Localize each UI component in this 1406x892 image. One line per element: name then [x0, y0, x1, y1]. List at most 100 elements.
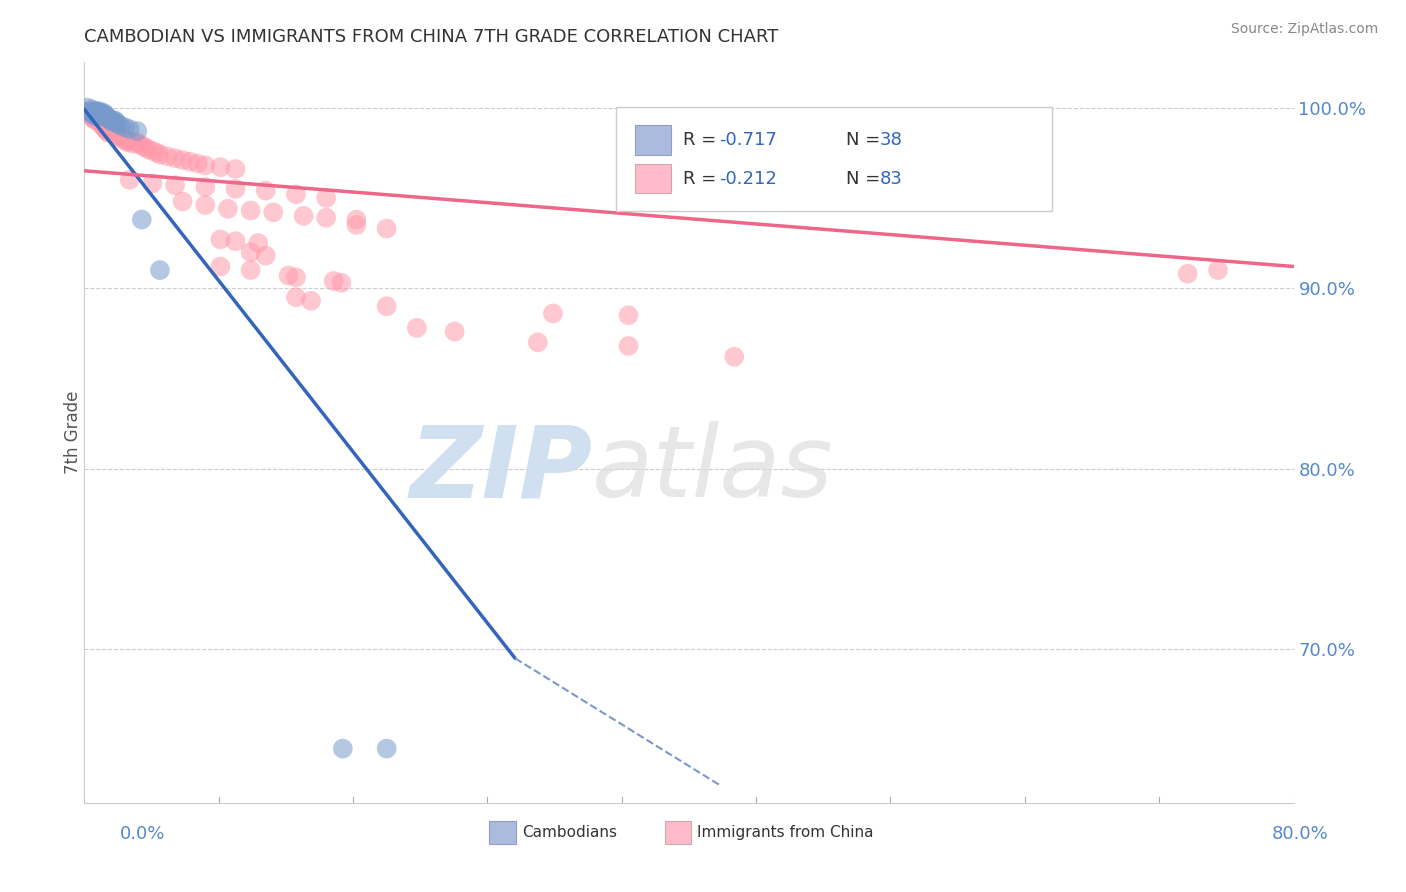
Point [194, 198, 217, 212]
Point [82, 112, 104, 126]
Point [149, 147, 172, 161]
Point [86, 104, 108, 119]
Point [541, 306, 564, 320]
Point [97, 112, 120, 126]
Point [209, 260, 232, 274]
Point [111, 131, 134, 145]
Bar [634, 164, 671, 194]
Point [217, 202, 239, 216]
Point [89, 115, 111, 129]
Bar [665, 822, 692, 844]
Point [125, 135, 148, 149]
Point [93, 120, 115, 135]
Point [104, 128, 127, 142]
Point [84, 106, 107, 120]
Point [285, 290, 308, 304]
Point [209, 160, 232, 174]
Point [89, 108, 111, 122]
Point [101, 115, 124, 129]
Text: ZIP: ZIP [409, 421, 592, 518]
Point [86, 110, 108, 124]
Point [82, 106, 104, 120]
Text: N =: N = [846, 169, 886, 187]
Point [262, 205, 284, 219]
Point [375, 741, 398, 756]
Point [98, 122, 121, 136]
Point [617, 339, 640, 353]
Point [315, 211, 337, 225]
Point [82, 108, 104, 122]
Point [254, 249, 277, 263]
Point [76, 106, 98, 120]
Point [114, 120, 136, 135]
Point [91, 108, 114, 122]
Point [110, 129, 132, 144]
Point [254, 184, 277, 198]
Point [1177, 267, 1199, 281]
Point [107, 117, 129, 131]
Point [239, 245, 262, 260]
Text: 0.0%: 0.0% [120, 825, 165, 843]
Point [156, 149, 179, 163]
Point [79, 106, 101, 120]
Text: Source: ZipAtlas.com: Source: ZipAtlas.com [1230, 22, 1378, 37]
Point [86, 106, 108, 120]
Text: N =: N = [846, 131, 886, 149]
Point [527, 335, 550, 350]
Point [443, 325, 465, 339]
Point [375, 221, 398, 235]
Point [346, 218, 368, 232]
Point [194, 158, 217, 172]
Text: 38: 38 [880, 131, 903, 149]
Point [87, 106, 110, 120]
Point [79, 108, 101, 122]
Point [97, 126, 120, 140]
Point [1206, 263, 1229, 277]
Point [101, 126, 124, 140]
Point [247, 235, 270, 250]
Point [165, 151, 187, 165]
Point [100, 113, 122, 128]
Point [84, 104, 107, 119]
Point [121, 136, 143, 151]
Text: atlas: atlas [592, 421, 834, 518]
Text: CAMBODIAN VS IMMIGRANTS FROM CHINA 7TH GRADE CORRELATION CHART: CAMBODIAN VS IMMIGRANTS FROM CHINA 7TH G… [84, 28, 779, 45]
Point [114, 133, 136, 147]
Point [225, 234, 247, 248]
Point [149, 263, 172, 277]
Point [225, 182, 247, 196]
Point [98, 113, 121, 128]
Y-axis label: 7th Grade: 7th Grade [65, 391, 82, 475]
Point [332, 741, 354, 756]
Point [110, 119, 132, 133]
Point [194, 180, 217, 194]
Point [93, 106, 115, 120]
Point [115, 135, 138, 149]
Text: R =: R = [683, 131, 721, 149]
Text: 80.0%: 80.0% [1272, 825, 1329, 843]
Point [86, 112, 108, 126]
Point [141, 177, 163, 191]
Bar [634, 126, 671, 155]
Point [322, 274, 344, 288]
Text: -0.717: -0.717 [720, 131, 778, 149]
Point [86, 108, 108, 122]
Point [104, 113, 127, 128]
Point [77, 104, 100, 119]
Point [315, 191, 337, 205]
Point [375, 299, 398, 313]
Text: 83: 83 [880, 169, 903, 187]
Point [209, 232, 232, 246]
Point [90, 106, 112, 120]
Point [89, 104, 111, 119]
Point [172, 153, 194, 167]
Point [346, 212, 368, 227]
Point [87, 108, 110, 122]
Point [108, 128, 131, 142]
Point [179, 154, 201, 169]
Point [239, 203, 262, 218]
Point [239, 263, 262, 277]
Text: Immigrants from China: Immigrants from China [697, 825, 875, 840]
Point [131, 212, 153, 227]
Point [134, 140, 156, 154]
